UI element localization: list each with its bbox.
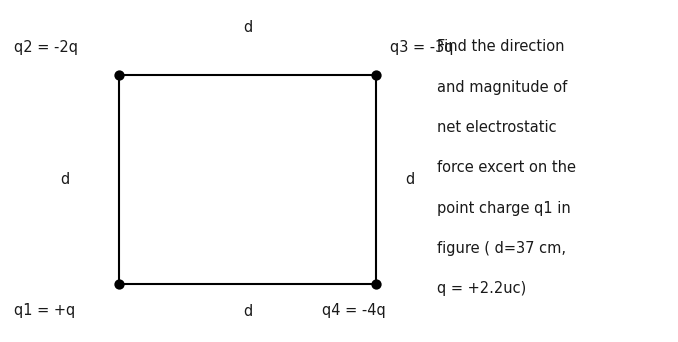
- Text: q4 = -4q: q4 = -4q: [322, 303, 386, 318]
- Point: [371, 281, 382, 287]
- Text: q1 = +q: q1 = +q: [14, 303, 75, 318]
- Text: q = +2.2uc): q = +2.2uc): [437, 281, 527, 297]
- Text: point charge q1 in: point charge q1 in: [437, 201, 571, 216]
- Point: [113, 281, 124, 287]
- Point: [371, 73, 382, 78]
- Text: q2 = -2q: q2 = -2q: [14, 40, 77, 55]
- Text: and magnitude of: and magnitude of: [437, 80, 567, 95]
- Text: q3 = -3q: q3 = -3q: [390, 40, 454, 55]
- Text: Find the direction: Find the direction: [437, 39, 565, 54]
- Point: [113, 73, 124, 78]
- Text: figure ( d=37 cm,: figure ( d=37 cm,: [437, 241, 566, 256]
- Text: force excert on the: force excert on the: [437, 160, 576, 175]
- Text: d: d: [243, 304, 252, 319]
- Text: net electrostatic: net electrostatic: [437, 120, 557, 135]
- Text: d: d: [243, 20, 252, 35]
- Text: d: d: [405, 172, 415, 187]
- Text: d: d: [60, 172, 69, 187]
